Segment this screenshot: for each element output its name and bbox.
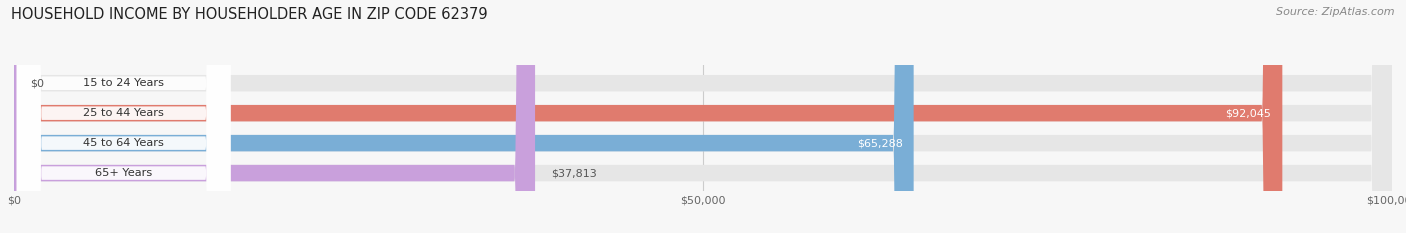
Text: HOUSEHOLD INCOME BY HOUSEHOLDER AGE IN ZIP CODE 62379: HOUSEHOLD INCOME BY HOUSEHOLDER AGE IN Z… (11, 7, 488, 22)
FancyBboxPatch shape (14, 0, 1392, 233)
Text: $37,813: $37,813 (551, 168, 598, 178)
FancyBboxPatch shape (14, 0, 1392, 233)
FancyBboxPatch shape (14, 0, 1392, 233)
FancyBboxPatch shape (14, 0, 536, 233)
Text: 25 to 44 Years: 25 to 44 Years (83, 108, 165, 118)
Text: 45 to 64 Years: 45 to 64 Years (83, 138, 165, 148)
FancyBboxPatch shape (17, 0, 231, 233)
Text: $92,045: $92,045 (1226, 108, 1271, 118)
FancyBboxPatch shape (14, 0, 1392, 233)
FancyBboxPatch shape (14, 0, 914, 233)
Text: Source: ZipAtlas.com: Source: ZipAtlas.com (1277, 7, 1395, 17)
Text: $65,288: $65,288 (856, 138, 903, 148)
FancyBboxPatch shape (17, 0, 231, 233)
FancyBboxPatch shape (17, 0, 231, 233)
FancyBboxPatch shape (14, 0, 1282, 233)
Text: $0: $0 (31, 78, 45, 88)
Text: 65+ Years: 65+ Years (96, 168, 152, 178)
Text: 15 to 24 Years: 15 to 24 Years (83, 78, 165, 88)
FancyBboxPatch shape (17, 0, 231, 233)
